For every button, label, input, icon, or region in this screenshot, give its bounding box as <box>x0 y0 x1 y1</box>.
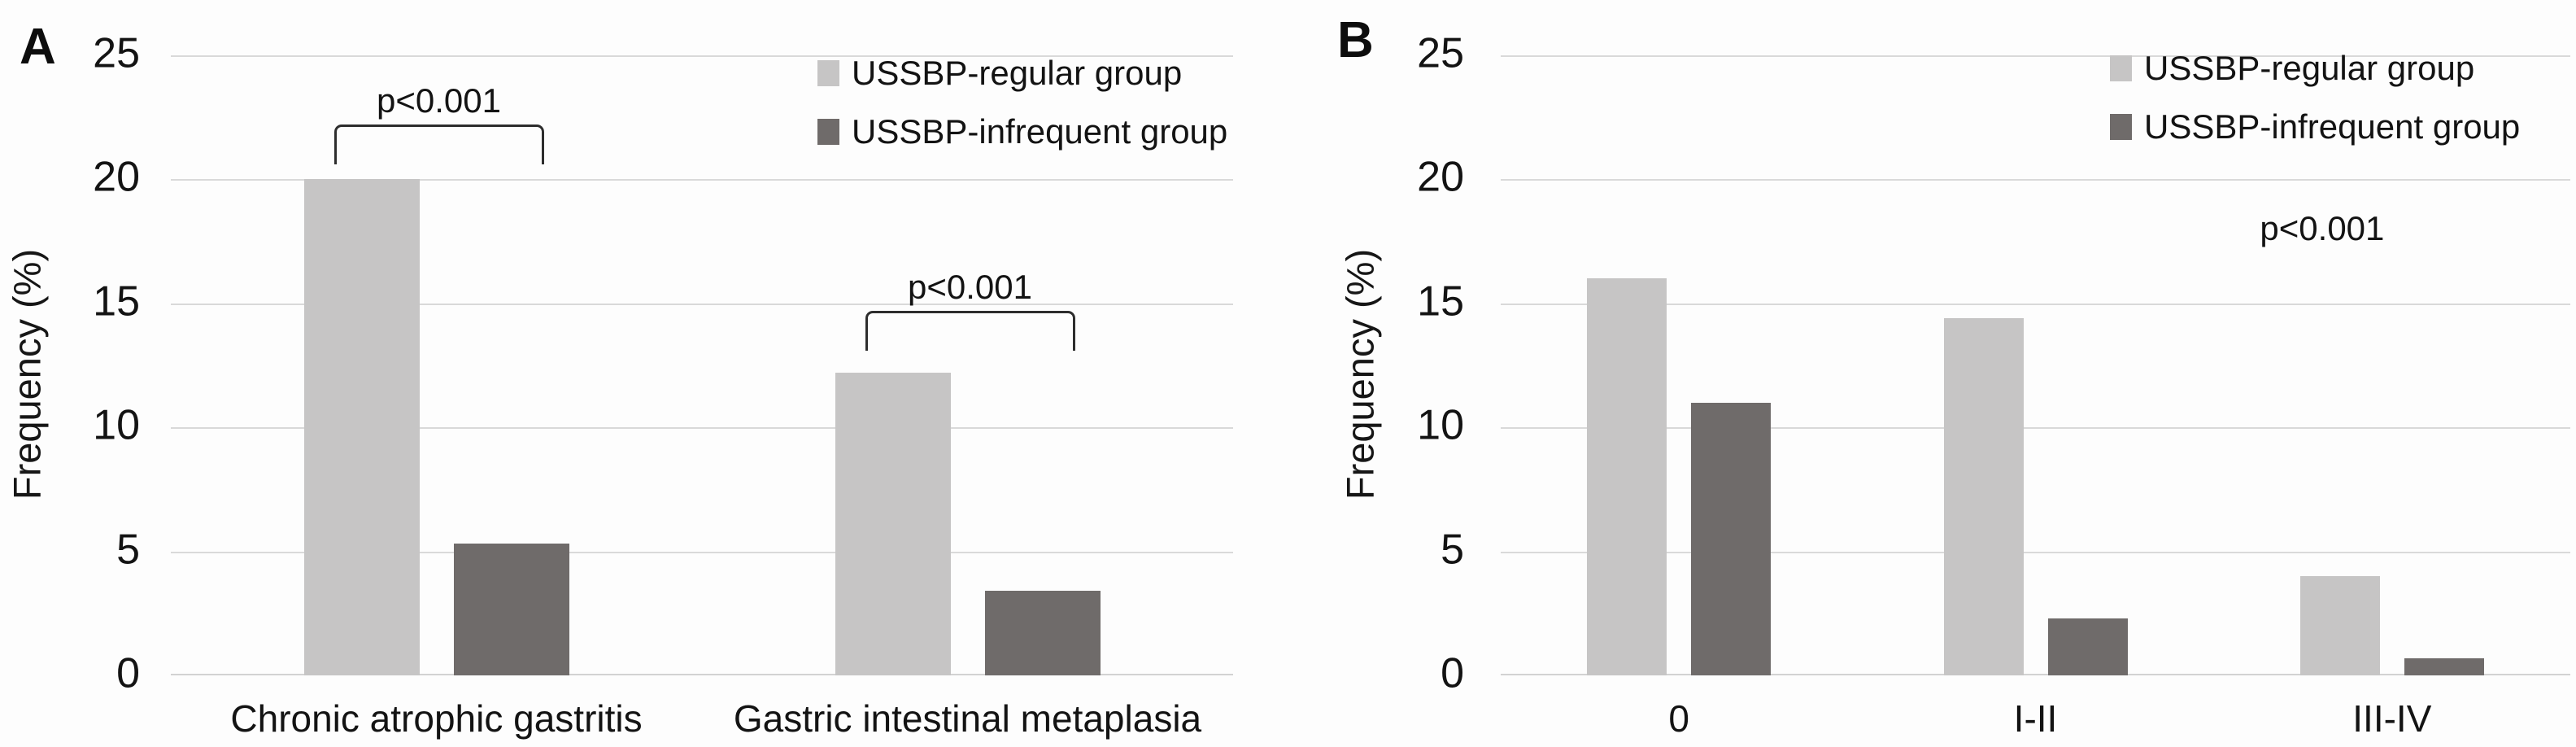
bar-regular-stage-1-2 <box>1943 318 2024 675</box>
panel-b-ytick-15: 15 <box>1417 277 1464 325</box>
panel-a-legend: USSBP-regular group USSBP-infrequent gro… <box>817 54 1227 171</box>
p-value-label-cag: p<0.001 <box>377 81 501 120</box>
x-axis-baseline <box>171 674 1233 675</box>
bar-infrequent-stage-3-4 <box>2404 657 2484 675</box>
panel-a-ytick-20: 20 <box>93 153 140 201</box>
gridline-15 <box>171 303 1233 305</box>
legend-row-infrequent: USSBP-infrequent group <box>2110 107 2520 146</box>
gridline-25 <box>171 55 1233 57</box>
bar-infrequent-chronic-atrophic-gastritis <box>453 544 569 675</box>
panel-a-category-gastric-intestinal-metaplasia: Gastric intestinal metaplasia <box>733 697 1202 740</box>
bar-regular-chronic-atrophic-gastritis <box>303 179 420 675</box>
panel-a-ytick-25: 25 <box>93 29 140 77</box>
legend-swatch-regular <box>817 60 839 86</box>
panel-a-plot-area: p<0.001 p<0.001 Chronic atrophic gastrit… <box>171 55 1233 740</box>
gridline-20 <box>1501 179 2570 181</box>
legend-label-infrequent: USSBP-infrequent group <box>852 112 1228 151</box>
x-axis-baseline <box>1501 674 2570 675</box>
gridline-5 <box>1501 551 2570 553</box>
panel-b-category-iii-iv: III-IV <box>2352 697 2432 740</box>
panel-a-ytick-10: 10 <box>93 401 140 449</box>
panel-b-letter: B <box>1337 12 1374 68</box>
panel-b-ytick-10: 10 <box>1417 401 1464 449</box>
significance-bracket-cag: p<0.001 <box>333 81 544 165</box>
legend-row-regular: USSBP-regular group <box>817 54 1227 93</box>
panel-b: B Frequency (%) 25 20 15 10 5 0 p<0.001 <box>1301 0 2576 747</box>
bar-regular-gastric-intestinal-metaplasia <box>835 373 951 675</box>
bar-infrequent-gastric-intestinal-metaplasia <box>984 591 1101 675</box>
panel-b-category-i-ii: I-II <box>2013 697 2058 740</box>
panel-b-legend: USSBP-regular group USSBP-infrequent gro… <box>2110 49 2520 166</box>
bar-infrequent-stage-1-2 <box>2047 618 2128 675</box>
gridline-5 <box>171 551 1233 553</box>
panel-a-ytick-0: 0 <box>116 649 140 697</box>
legend-label-infrequent: USSBP-infrequent group <box>2144 107 2521 146</box>
bar-infrequent-stage-0 <box>1691 402 1772 675</box>
p-value-label-gim: p<0.001 <box>908 267 1032 306</box>
gridline-10 <box>1501 427 2570 430</box>
gridline-10 <box>171 427 1233 430</box>
legend-swatch-infrequent <box>2110 114 2132 140</box>
panel-b-ytick-5: 5 <box>1441 526 1464 574</box>
panel-b-plot-area: p<0.001 0 I-II III-IV <box>1501 55 2570 740</box>
gridline-20 <box>171 179 1233 181</box>
legend-label-regular: USSBP-regular group <box>2144 49 2475 87</box>
legend-swatch-regular <box>2110 55 2132 81</box>
significance-bracket-gim: p<0.001 <box>865 268 1075 351</box>
legend-row-infrequent: USSBP-infrequent group <box>817 112 1227 151</box>
gridline-15 <box>1501 303 2570 305</box>
panel-a-ytick-15: 15 <box>93 277 140 325</box>
legend-row-regular: USSBP-regular group <box>2110 49 2520 88</box>
panel-b-y-axis-title: Frequency (%) <box>1338 248 1382 500</box>
panel-a-y-axis-title: Frequency (%) <box>5 248 49 500</box>
panel-a-letter: A <box>20 19 56 75</box>
bar-regular-stage-3-4 <box>2299 576 2380 675</box>
panel-b-ytick-20: 20 <box>1417 153 1464 201</box>
panel-b-ytick-25: 25 <box>1417 29 1464 77</box>
panel-a-ytick-5: 5 <box>116 526 140 574</box>
panel-a: A Frequency (%) 25 20 15 10 5 0 p<0.001 <box>5 19 1233 740</box>
legend-swatch-infrequent <box>817 119 839 145</box>
bar-regular-stage-0 <box>1587 278 1667 675</box>
gridline-25 <box>1501 55 2570 57</box>
legend-label-regular: USSBP-regular group <box>852 54 1183 92</box>
panel-b-category-0: 0 <box>1668 697 1689 740</box>
panel-b-ytick-0: 0 <box>1441 649 1464 697</box>
panel-a-category-chronic-atrophic-gastritis: Chronic atrophic gastritis <box>230 697 643 740</box>
p-value-label-panel-b: p<0.001 <box>2260 209 2385 248</box>
